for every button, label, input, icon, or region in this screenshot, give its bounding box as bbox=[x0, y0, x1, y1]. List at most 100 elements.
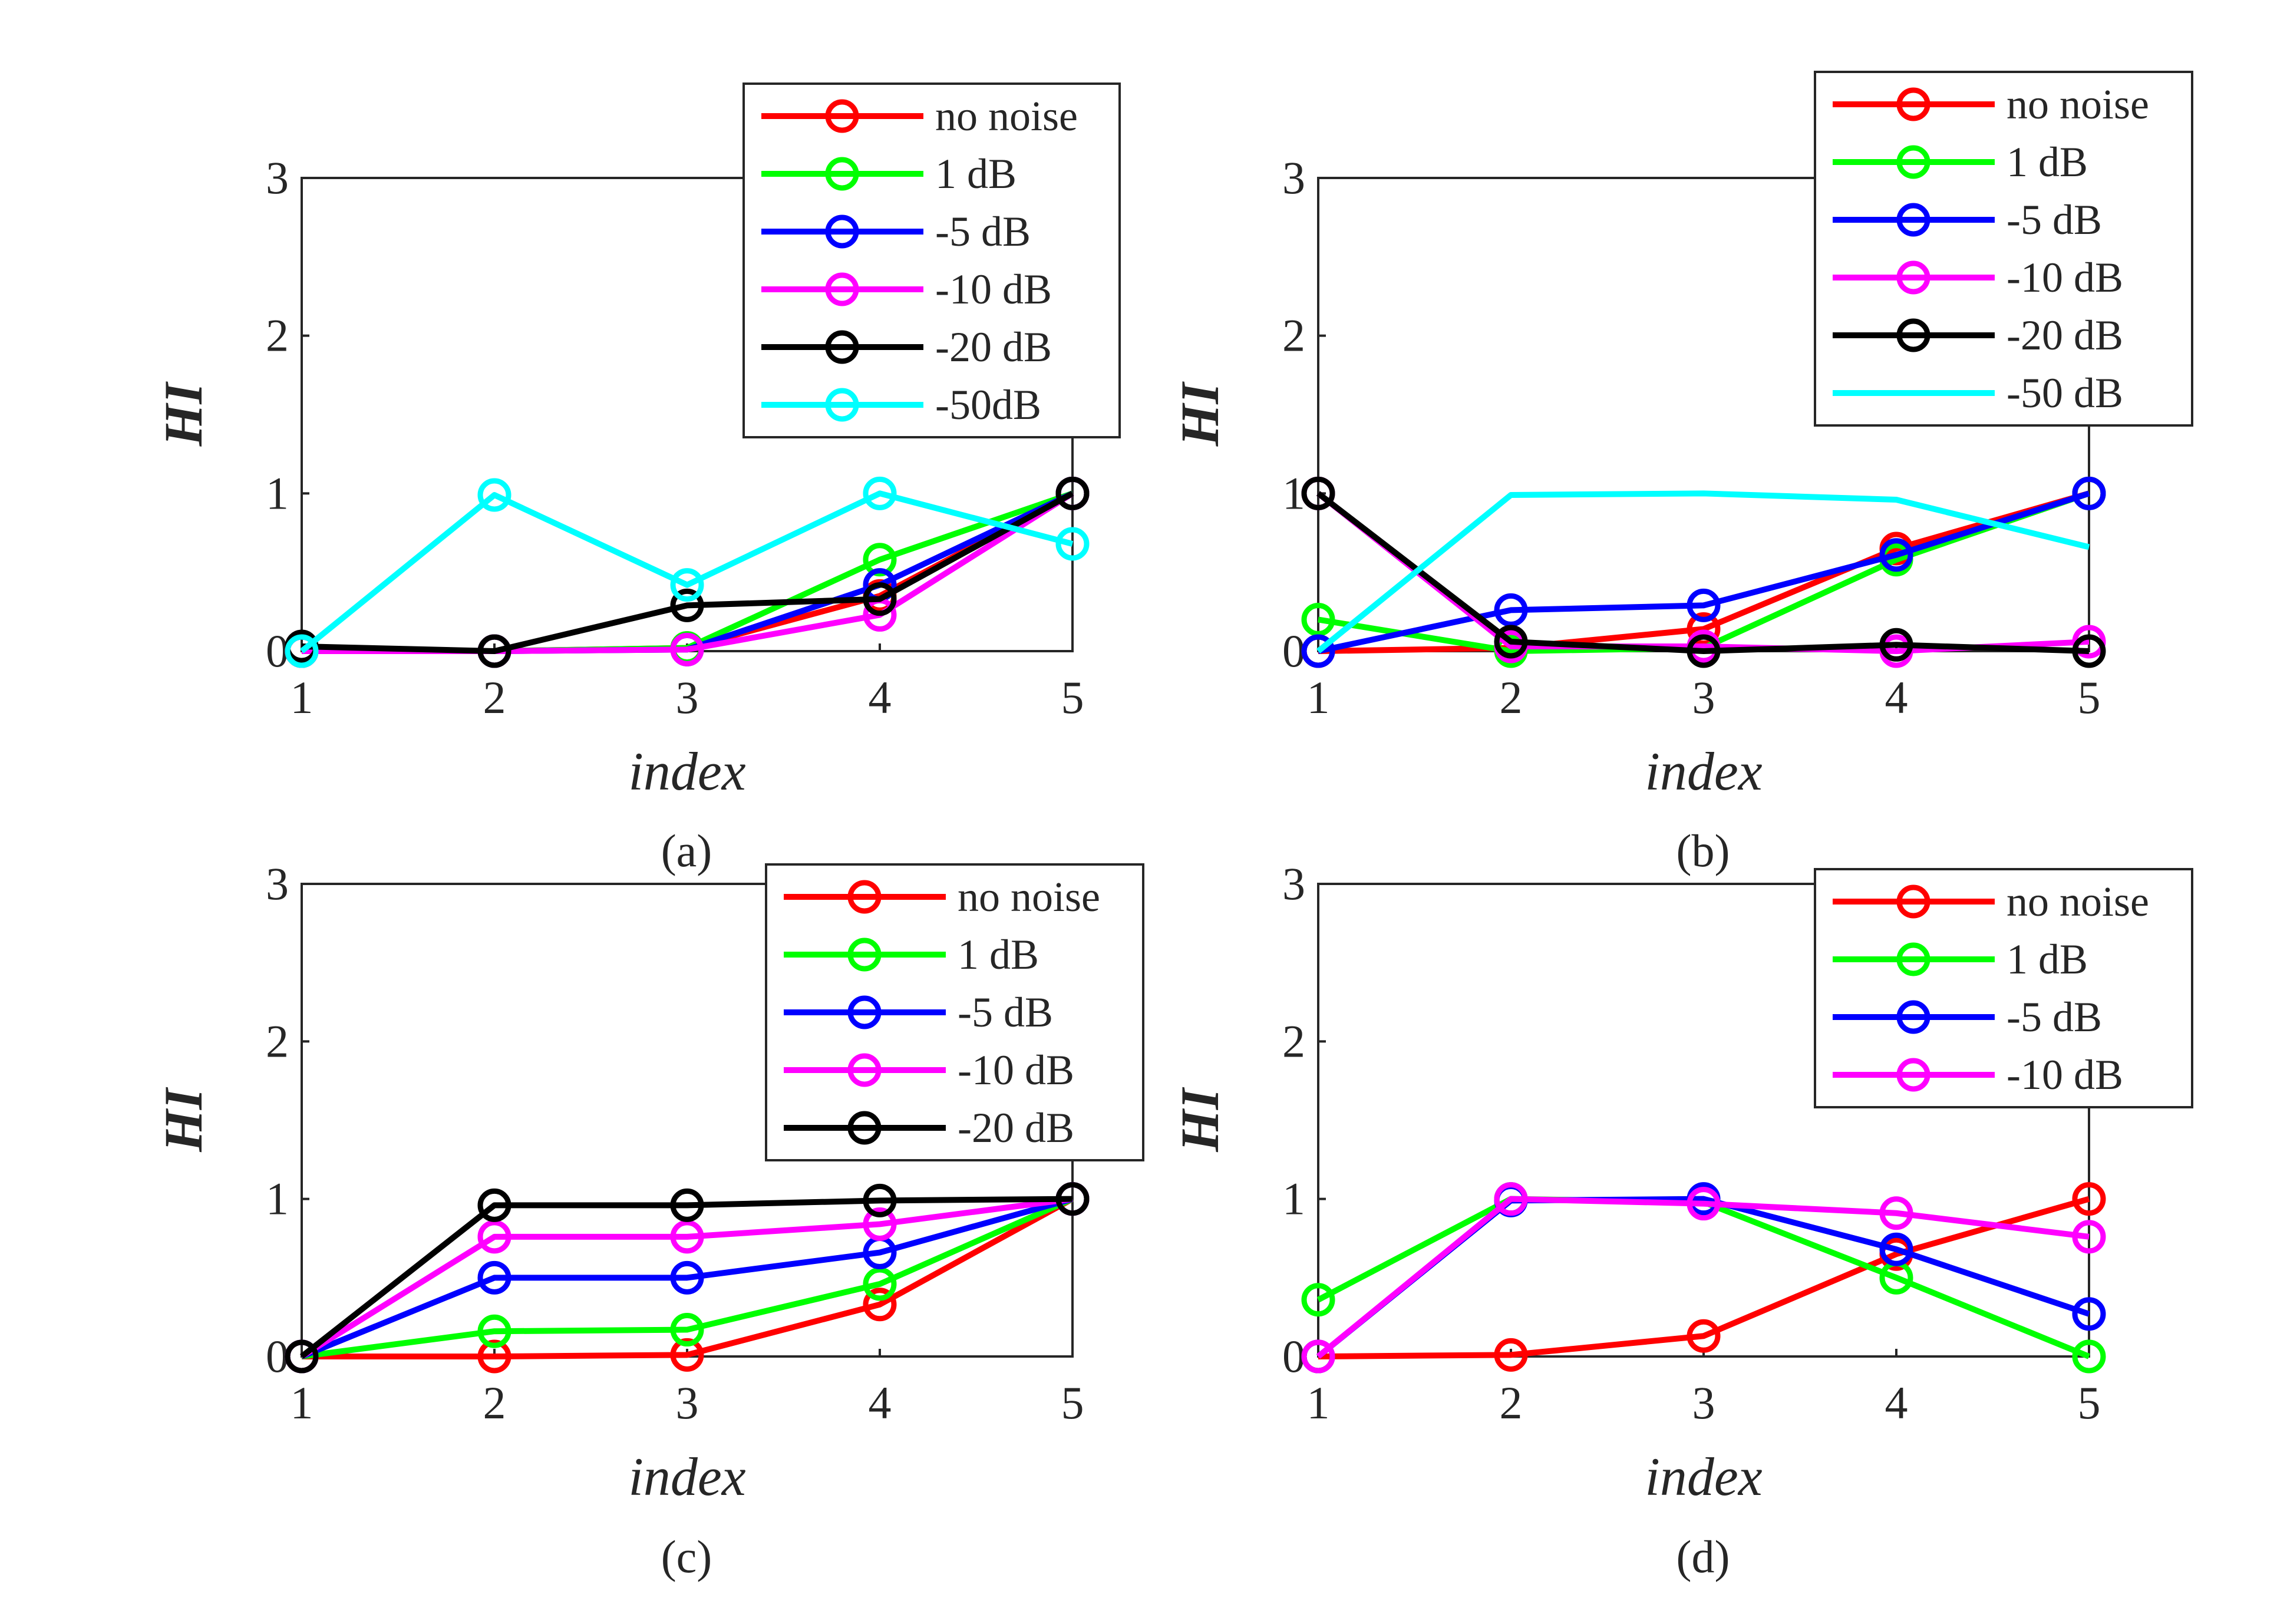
legend-label: -20 dB bbox=[935, 324, 1052, 371]
data-point bbox=[477, 478, 511, 512]
legend-marker bbox=[825, 272, 859, 306]
y-axis-label: HI bbox=[153, 381, 213, 447]
y-tick-label: 2 bbox=[266, 1015, 289, 1067]
x-tick-label: 2 bbox=[483, 672, 506, 723]
y-tick-label: 3 bbox=[1282, 152, 1305, 203]
x-tick-label: 1 bbox=[1307, 672, 1330, 723]
legend: no noise 1 dB -5 dB -10 dB -20 dB -50 dB bbox=[1814, 71, 2193, 427]
y-tick-label: 0 bbox=[1282, 1331, 1305, 1382]
series--10-dB bbox=[285, 1182, 1090, 1374]
x-tick-label: 3 bbox=[1692, 1377, 1715, 1428]
series-line bbox=[301, 490, 1074, 654]
data-point bbox=[863, 1183, 897, 1217]
data-point bbox=[1301, 634, 1335, 668]
x-tick-label: 1 bbox=[1307, 1377, 1330, 1428]
data-point bbox=[2072, 476, 2106, 510]
data-point bbox=[1494, 1338, 1528, 1372]
series-line bbox=[300, 1196, 1073, 1359]
data-point bbox=[1055, 476, 1090, 510]
x-axis-label: index bbox=[628, 741, 745, 801]
y-tick-label: 3 bbox=[266, 858, 289, 909]
series-line bbox=[1317, 490, 2090, 654]
legend-label: 1 dB bbox=[935, 150, 1017, 197]
legend: no noise 1 dB -5 dB -10 dB bbox=[1814, 868, 2193, 1108]
data-point bbox=[670, 588, 704, 622]
x-tick-label: 2 bbox=[483, 1377, 506, 1428]
data-point bbox=[863, 1207, 897, 1241]
legend-label: -10 dB bbox=[935, 266, 1052, 313]
y-tick-label: 0 bbox=[266, 1331, 289, 1382]
legend-label: 1 dB bbox=[958, 931, 1039, 978]
panel-caption: (b) bbox=[1677, 825, 1730, 876]
y-tick-label: 3 bbox=[266, 152, 289, 203]
series--50dB bbox=[285, 476, 1090, 668]
data-point bbox=[670, 632, 704, 666]
x-tick-label: 5 bbox=[2078, 672, 2101, 723]
series-line bbox=[299, 1196, 1073, 1359]
series--50-dB bbox=[1316, 490, 2090, 653]
legend-marker bbox=[847, 995, 882, 1029]
x-tick-label: 2 bbox=[1500, 1377, 1523, 1428]
legend-marker bbox=[825, 388, 859, 422]
legend-label: -5 dB bbox=[2007, 196, 2102, 243]
legend-marker bbox=[825, 214, 859, 249]
data-point bbox=[1301, 1339, 1335, 1374]
series-line bbox=[299, 490, 1074, 653]
legend-label: -5 dB bbox=[2007, 993, 2102, 1041]
legend-marker bbox=[847, 880, 882, 914]
series-line bbox=[301, 1196, 1074, 1359]
y-axis-label: HI bbox=[1170, 1087, 1230, 1153]
legend: no noise 1 dB -5 dB -10 dB -20 dB -50dB bbox=[742, 82, 1121, 438]
data-point bbox=[477, 1314, 511, 1348]
legend-label: -10 dB bbox=[2007, 1051, 2123, 1098]
legend-label: 1 dB bbox=[2007, 936, 2088, 983]
data-point bbox=[670, 1260, 704, 1295]
series--20-dB bbox=[1301, 476, 2106, 668]
series-line bbox=[301, 1196, 1074, 1359]
data-point bbox=[1301, 476, 1335, 510]
data-point bbox=[477, 1339, 511, 1374]
y-tick-label: 1 bbox=[266, 1173, 289, 1224]
legend-label: -50 dB bbox=[2007, 369, 2123, 417]
legend-label: no noise bbox=[958, 873, 1100, 920]
data-point bbox=[1687, 1319, 1721, 1353]
x-tick-label: 1 bbox=[291, 1377, 313, 1428]
data-point bbox=[863, 476, 897, 510]
legend-box bbox=[1814, 71, 2193, 427]
series--5-dB bbox=[1301, 476, 2106, 668]
data-point bbox=[1879, 1232, 1913, 1266]
data-point bbox=[477, 1188, 511, 1222]
y-axis-label: HI bbox=[153, 1087, 213, 1153]
y-tick-label: 2 bbox=[1282, 310, 1305, 361]
data-point bbox=[285, 634, 319, 668]
data-point bbox=[1879, 538, 1913, 572]
y-tick-label: 0 bbox=[1282, 625, 1305, 676]
legend-label: -5 dB bbox=[958, 989, 1053, 1036]
x-axis-label: index bbox=[628, 1447, 745, 1507]
x-tick-label: 5 bbox=[1061, 672, 1084, 723]
legend-label: 1 dB bbox=[2007, 138, 2088, 186]
x-axis-label: index bbox=[1645, 741, 1762, 801]
x-tick-label: 2 bbox=[1500, 672, 1523, 723]
legend-marker bbox=[847, 1111, 882, 1145]
series-line bbox=[1316, 1196, 2090, 1359]
data-point bbox=[2072, 1339, 2106, 1374]
x-tick-label: 4 bbox=[869, 1377, 892, 1428]
legend-label: -10 dB bbox=[2007, 254, 2123, 301]
legend-label: -5 dB bbox=[935, 208, 1031, 255]
y-tick-label: 1 bbox=[1282, 467, 1305, 519]
data-point bbox=[1687, 612, 1721, 646]
legend-marker bbox=[1896, 203, 1930, 237]
x-tick-label: 3 bbox=[1692, 672, 1715, 723]
legend-label: -20 dB bbox=[2007, 312, 2123, 359]
series--5-dB bbox=[1301, 1182, 2106, 1374]
data-point bbox=[2072, 634, 2106, 668]
data-point bbox=[1494, 625, 1528, 659]
data-point bbox=[863, 543, 897, 577]
data-point bbox=[1687, 588, 1721, 622]
data-point bbox=[1301, 1283, 1335, 1317]
series-line bbox=[1316, 491, 2090, 654]
y-axis-label: HI bbox=[1170, 381, 1230, 447]
